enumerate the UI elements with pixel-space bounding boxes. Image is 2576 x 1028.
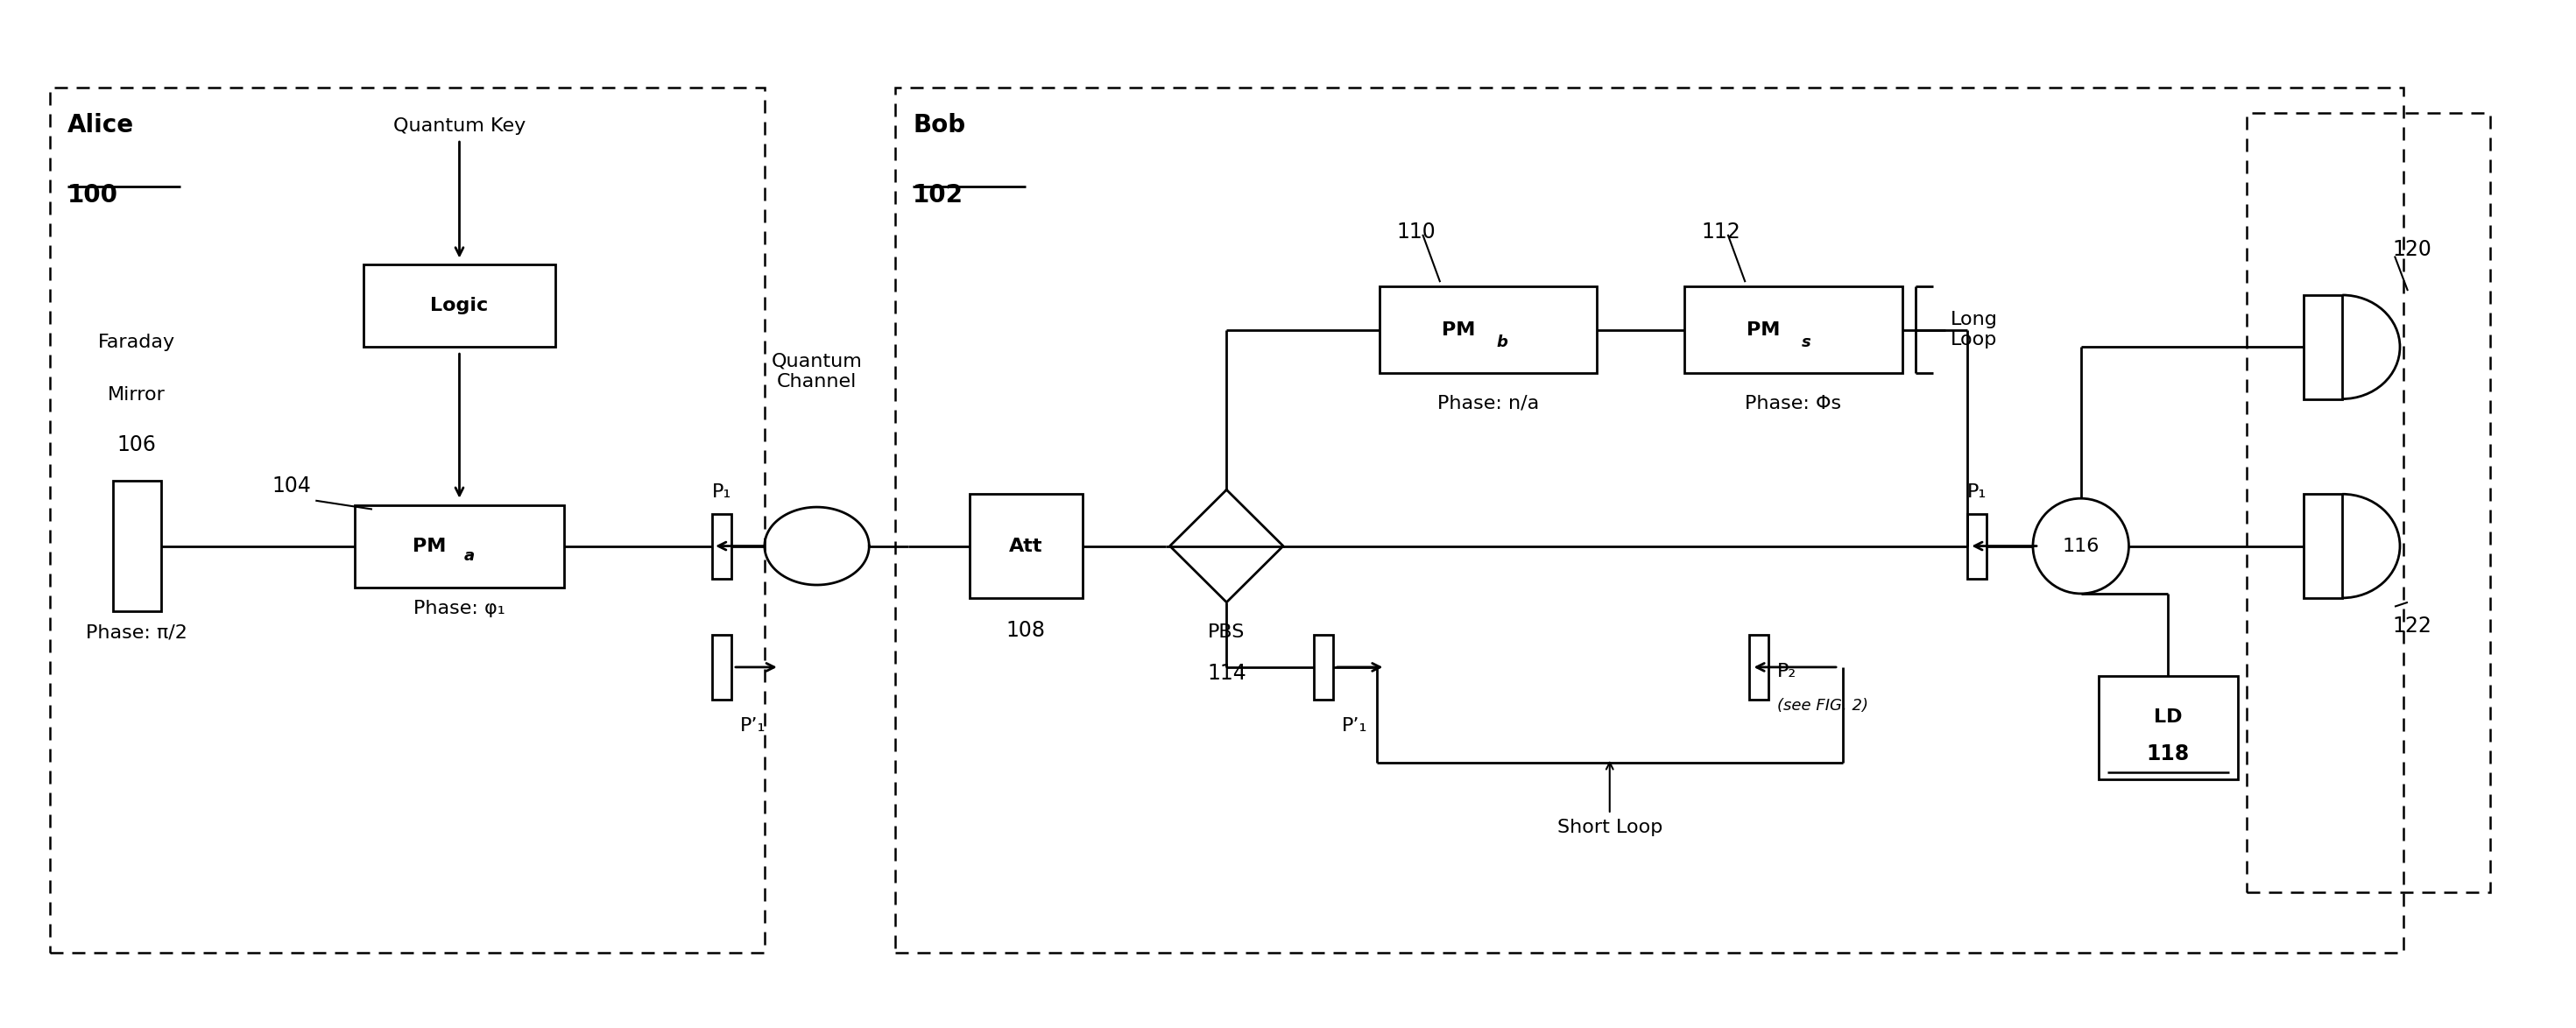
Polygon shape (969, 494, 1082, 598)
Polygon shape (1968, 514, 1986, 579)
Text: PM: PM (412, 538, 446, 555)
Text: Quantum
Channel: Quantum Channel (770, 353, 863, 391)
Text: PBS: PBS (1208, 624, 1244, 641)
Text: P’₁: P’₁ (1342, 717, 1368, 734)
Polygon shape (711, 514, 732, 579)
Text: s: s (1801, 335, 1811, 351)
Polygon shape (363, 265, 556, 347)
Text: Att: Att (1010, 538, 1043, 555)
Text: PM: PM (1443, 321, 1476, 338)
Text: 112: 112 (1703, 222, 1741, 243)
Text: 118: 118 (2146, 743, 2190, 764)
Text: Phase: n/a: Phase: n/a (1437, 395, 1538, 412)
Text: P₂: P₂ (1777, 663, 1798, 681)
Text: 104: 104 (273, 475, 312, 497)
Text: 122: 122 (2393, 615, 2432, 636)
Text: Logic: Logic (430, 297, 489, 315)
Polygon shape (1685, 287, 1901, 373)
Text: a: a (464, 549, 474, 564)
Text: 102: 102 (912, 183, 963, 207)
Text: Bob: Bob (912, 113, 966, 138)
Text: 110: 110 (1396, 222, 1435, 243)
Polygon shape (1314, 634, 1332, 700)
Text: 116: 116 (2063, 538, 2099, 555)
Polygon shape (2303, 494, 2342, 598)
Polygon shape (355, 505, 564, 587)
Text: 120: 120 (2393, 240, 2432, 260)
Text: P₁: P₁ (1968, 483, 1986, 501)
Text: Short Loop: Short Loop (1556, 818, 1662, 836)
Polygon shape (1749, 634, 1770, 700)
Text: Faraday: Faraday (98, 334, 175, 352)
Text: Phase: Φs: Phase: Φs (1744, 395, 1842, 412)
Text: P₁: P₁ (711, 483, 732, 501)
Polygon shape (113, 481, 160, 611)
Text: 100: 100 (67, 183, 118, 207)
Text: Quantum Key: Quantum Key (394, 117, 526, 135)
Polygon shape (711, 634, 732, 700)
Polygon shape (2303, 295, 2342, 399)
Text: Alice: Alice (67, 113, 134, 138)
Polygon shape (1378, 287, 1597, 373)
Text: Mirror: Mirror (108, 386, 165, 403)
Text: 108: 108 (1007, 620, 1046, 640)
Text: 114: 114 (1208, 663, 1247, 684)
Circle shape (2032, 499, 2128, 593)
Polygon shape (2099, 675, 2239, 779)
Text: Phase: φ₁: Phase: φ₁ (415, 600, 505, 618)
Text: 106: 106 (116, 434, 157, 455)
Text: LD: LD (2154, 708, 2182, 726)
Text: PM: PM (1747, 321, 1780, 338)
Polygon shape (1170, 489, 1283, 602)
Text: P’₁: P’₁ (739, 717, 765, 734)
Text: b: b (1497, 335, 1507, 351)
Text: Long
Loop: Long Loop (1950, 310, 1996, 348)
Text: Phase: π/2: Phase: π/2 (85, 624, 188, 641)
Text: (see FIG. 2): (see FIG. 2) (1777, 698, 1868, 714)
